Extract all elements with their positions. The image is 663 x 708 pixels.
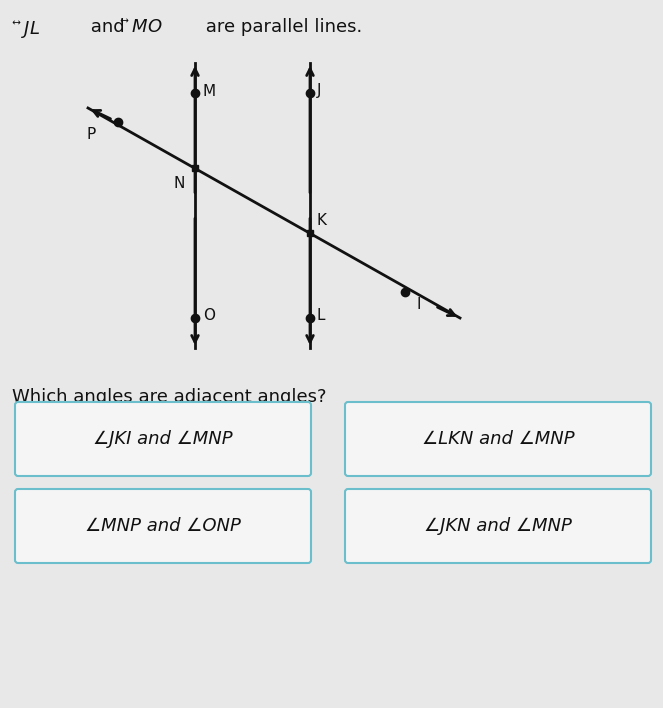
Text: and: and (85, 18, 131, 36)
Text: $\overleftrightarrow{JL}$: $\overleftrightarrow{JL}$ (12, 18, 40, 40)
Text: Which angles are adjacent angles?: Which angles are adjacent angles? (12, 388, 326, 406)
FancyBboxPatch shape (15, 489, 311, 563)
Text: P: P (87, 127, 96, 142)
Text: ∠LKN and ∠MNP: ∠LKN and ∠MNP (422, 430, 574, 448)
Text: $\overleftrightarrow{MO}$: $\overleftrightarrow{MO}$ (120, 18, 163, 36)
FancyBboxPatch shape (345, 489, 651, 563)
Text: O: O (203, 309, 215, 324)
FancyBboxPatch shape (15, 402, 311, 476)
Text: ∠JKN and ∠MNP: ∠JKN and ∠MNP (424, 517, 572, 535)
Text: K: K (317, 213, 327, 228)
Text: L: L (317, 309, 326, 324)
Text: ∠JKI and ∠MNP: ∠JKI and ∠MNP (93, 430, 233, 448)
Text: N: N (174, 176, 185, 191)
Text: I: I (417, 297, 422, 312)
FancyBboxPatch shape (345, 402, 651, 476)
Text: M: M (203, 84, 216, 98)
Text: are parallel lines.: are parallel lines. (200, 18, 362, 36)
Text: ∠MNP and ∠ONP: ∠MNP and ∠ONP (85, 517, 241, 535)
Text: J: J (317, 84, 322, 98)
